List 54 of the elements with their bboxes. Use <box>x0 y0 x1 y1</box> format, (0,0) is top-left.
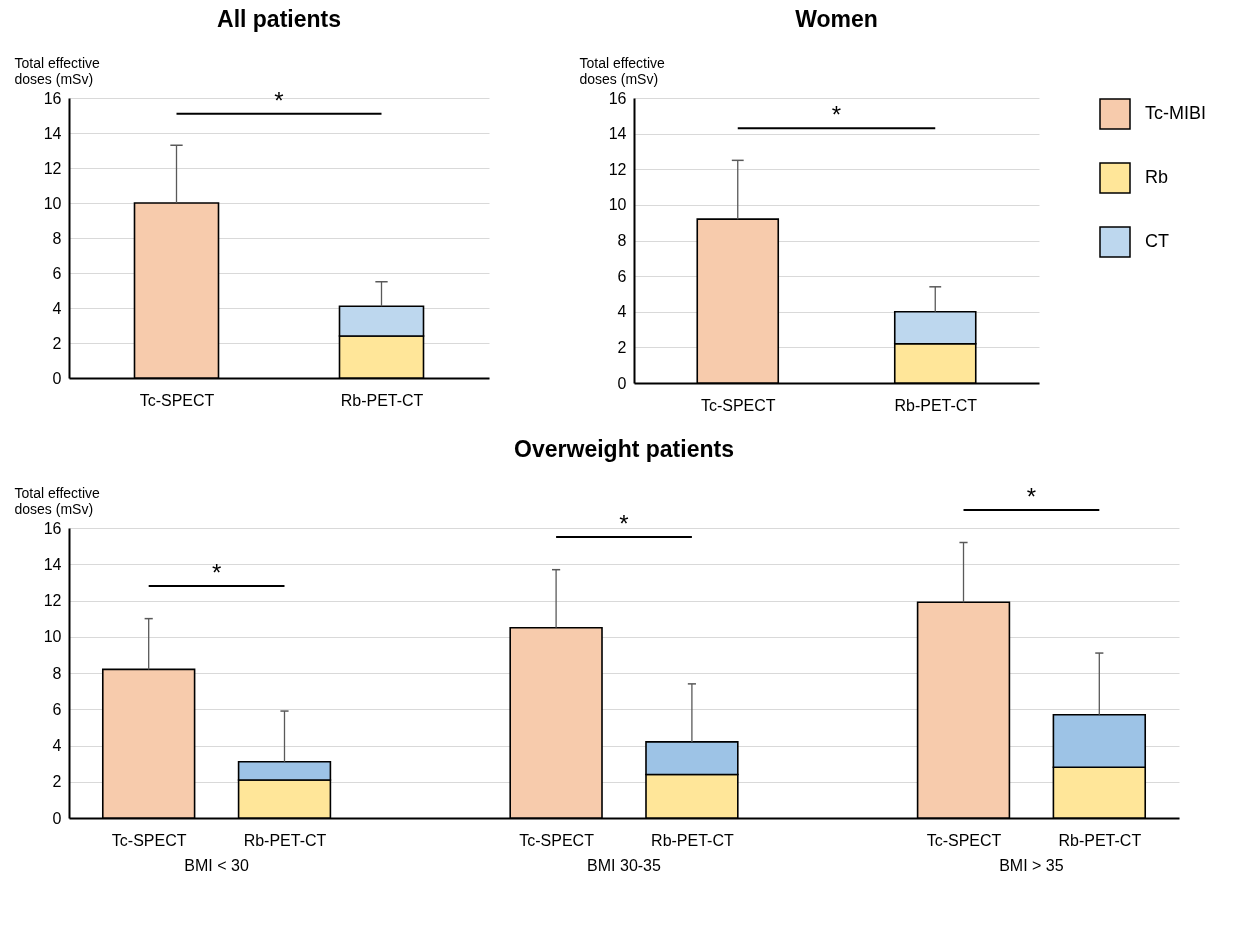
y-tick-label: 8 <box>52 229 62 247</box>
chart-title: All patients <box>217 6 341 32</box>
y-tick-label: 16 <box>43 89 62 107</box>
x-tick-label: Rb-PET-CT <box>651 831 734 849</box>
legend-label: Tc-MIBI <box>1145 103 1206 123</box>
x-tick-label: Tc-SPECT <box>700 396 776 414</box>
y-tick-label: 10 <box>608 196 627 214</box>
y-tick-label: 0 <box>52 809 62 827</box>
y-tick-label: 14 <box>608 125 627 143</box>
y-tick-label: 6 <box>52 700 62 718</box>
x-tick-label: Tc-SPECT <box>111 831 187 849</box>
y-tick-label: 2 <box>52 773 62 791</box>
y-tick-label: 16 <box>608 89 627 107</box>
y-tick-label: 12 <box>43 592 62 609</box>
y-tick-label: 0 <box>52 369 62 387</box>
y-tick-label: 2 <box>617 338 627 356</box>
x-tick-label: Tc-SPECT <box>139 391 215 409</box>
y-tick-label: 0 <box>617 374 627 392</box>
y-axis-title: Total effective doses (mSv) <box>579 54 666 87</box>
y-tick-label: 16 <box>43 519 62 537</box>
x-tick-label: Tc-SPECT <box>519 831 595 849</box>
x-tick-label: Rb-PET-CT <box>243 831 327 849</box>
legend-label: Rb <box>1145 167 1169 187</box>
chart-title: Women <box>795 6 878 32</box>
y-tick-label: 14 <box>43 555 62 573</box>
text: BMI > 35 <box>999 857 1064 874</box>
x-tick-label: Tc-SPECT <box>926 831 1002 849</box>
legend-label: CT <box>1145 231 1169 251</box>
y-tick-label: 4 <box>52 737 62 754</box>
annotation: * <box>619 510 629 538</box>
text: BMI 30-35 <box>587 857 662 874</box>
y-tick-label: 6 <box>52 264 62 282</box>
x-tick-label: Rb-PET-CT <box>894 396 978 414</box>
y-tick-label: 4 <box>617 303 627 321</box>
y-axis-title: Total effective doses (mSv) <box>14 54 101 87</box>
chart-title: Overweight patients <box>514 435 734 462</box>
annotation: * <box>211 559 222 586</box>
x-tick-label: Rb-PET-CT <box>340 391 424 409</box>
annotation: * <box>274 86 284 114</box>
y-tick-label: 8 <box>52 664 62 682</box>
y-tick-label: 6 <box>617 267 627 285</box>
y-tick-label: 12 <box>608 160 627 178</box>
x-tick-label: Rb-PET-CT <box>1058 831 1142 849</box>
y-tick-label: 10 <box>43 194 62 212</box>
y-tick-label: 10 <box>43 628 62 646</box>
text: BMI < 30 <box>184 857 249 874</box>
y-tick-label: 8 <box>617 232 627 249</box>
y-tick-label: 4 <box>52 299 62 317</box>
y-tick-label: 14 <box>43 124 62 142</box>
y-tick-label: 2 <box>52 334 62 352</box>
y-tick-label: 12 <box>43 159 62 177</box>
y-axis-title: Total effective doses (mSv) <box>14 484 101 517</box>
annotation: * <box>831 101 842 129</box>
text: * <box>1026 482 1037 510</box>
